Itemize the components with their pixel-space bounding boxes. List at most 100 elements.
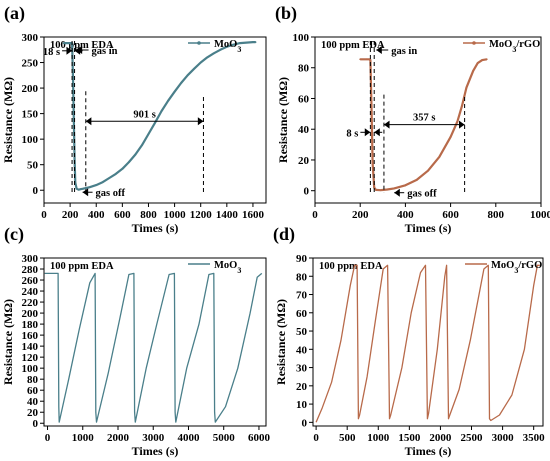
legend-label: MoO3/rGO (491, 260, 542, 275)
data-point (456, 120, 459, 123)
condition-label: 100 ppm EDA (319, 261, 383, 272)
y-tick-label: 0 (33, 418, 39, 430)
y-tick-label: 40 (296, 344, 308, 356)
data-point (101, 181, 104, 183)
data-point (393, 187, 395, 190)
data-point (212, 52, 215, 55)
data-point (69, 42, 72, 45)
x-tick-label: 0 (312, 209, 318, 221)
plot-frame (314, 36, 542, 204)
legend-text-part: /rGO (515, 39, 540, 50)
y-tick-label: 0 (304, 186, 310, 198)
y-tick-label: 140 (22, 341, 39, 353)
x-tick-label: 3000 (492, 432, 515, 444)
y-tick-label: 300 (22, 32, 39, 44)
x-tick-label: 1600 (242, 209, 265, 221)
y-axis-label: Resistance (MΩ) (274, 299, 288, 385)
data-point (359, 58, 362, 61)
data-point (180, 82, 183, 84)
data-point (449, 136, 452, 138)
data-point (404, 184, 407, 187)
x-tick-label: 2000 (107, 432, 130, 444)
gas-in-label: gas in (391, 46, 417, 57)
y-tick-label: 250 (22, 58, 39, 70)
y-tick-label: 80 (298, 63, 310, 75)
y-tick-label: 20 (296, 381, 308, 393)
x-tick-label: 3500 (523, 432, 546, 444)
chart-panel-d: (d) 0 500 1000 1500 2000 2500 3000 3500 0 10 20 30 40… (273, 224, 545, 458)
x-tick-label: 4000 (177, 432, 200, 444)
data-point (370, 105, 373, 108)
annotations: 8 s gas in gas off 357 s (346, 41, 466, 200)
y-axis-label: Resistance (MΩ) (1, 77, 15, 163)
y-tick-label: 50 (296, 326, 308, 338)
y-tick-label: 20 (27, 407, 39, 419)
data-point (254, 41, 257, 44)
series-line (63, 40, 256, 191)
x-tick-label: 6000 (248, 432, 271, 444)
y-tick-label: 10 (296, 399, 308, 411)
y-tick-label: 200 (22, 83, 39, 95)
data-point (415, 179, 418, 181)
data-point (375, 189, 377, 191)
data-point (62, 42, 65, 45)
legend-text-part: MoO (491, 260, 514, 271)
y-tick-label: 150 (22, 109, 39, 121)
condition-label: 100 ppm EDA (50, 40, 114, 51)
x-tick-label: 3000 (142, 432, 165, 444)
panel-label: (a) (4, 3, 25, 24)
y-tick-label: 60 (298, 93, 310, 105)
x-tick-label: 0 (41, 209, 47, 221)
series-line (315, 264, 540, 423)
gas-in-label: gas in (92, 46, 118, 57)
data-point (199, 61, 202, 64)
x-tick-label: 600 (442, 209, 459, 221)
legend-text-part: 3 (512, 45, 516, 54)
data-point (134, 153, 137, 156)
legend-text-part: 3 (237, 45, 241, 54)
y-tick-label: 100 (22, 363, 39, 375)
data-point (154, 121, 156, 124)
arrow-head (364, 128, 371, 137)
legend-text-part: MoO (489, 39, 512, 50)
response-time-label: 18 s (43, 47, 60, 58)
arrow-head (85, 117, 92, 126)
x-tick-label: 1000 (367, 432, 390, 444)
data-point (461, 105, 463, 108)
legend-marker (197, 41, 201, 45)
data-point (75, 187, 78, 190)
condition-label: 100 ppm EDA (50, 261, 114, 272)
y-tick-label: 180 (22, 319, 39, 331)
data-point (141, 144, 143, 147)
data-point (95, 184, 98, 187)
data-point (88, 186, 91, 189)
x-tick-label: 600 (114, 209, 131, 221)
chart-panel-c: (c)0 1000 2000 3000 4000 5000 6000020406080100… (1, 224, 270, 458)
gas-off-label: gas off (96, 188, 126, 199)
x-tick-label: 200 (62, 209, 79, 221)
x-axis-label: Times (s) (132, 221, 179, 235)
arrow-head (459, 120, 465, 129)
arrow-head (82, 188, 89, 197)
y-tick-label: 60 (27, 385, 39, 397)
y-tick-label: 90 (296, 253, 308, 265)
data-point (371, 162, 374, 164)
y-tick-label: 200 (22, 308, 39, 320)
y-tick-label: 300 (22, 253, 39, 265)
data-point (369, 59, 372, 61)
y-tick-label: 160 (22, 330, 39, 342)
data-point (114, 172, 117, 175)
data-point (147, 133, 150, 135)
legend-text-part: MoO (214, 39, 237, 50)
y-tick-label: 260 (22, 275, 39, 287)
data-point (108, 177, 111, 179)
y-tick-label: 50 (27, 160, 39, 172)
data-point (481, 59, 484, 61)
data-point (206, 56, 209, 59)
gas-off-label: gas off (407, 189, 437, 200)
data-point (225, 45, 228, 48)
legend-text-part: /rGO (517, 260, 542, 271)
data-point (485, 58, 488, 61)
recovery-time-label: 357 s (413, 113, 435, 124)
